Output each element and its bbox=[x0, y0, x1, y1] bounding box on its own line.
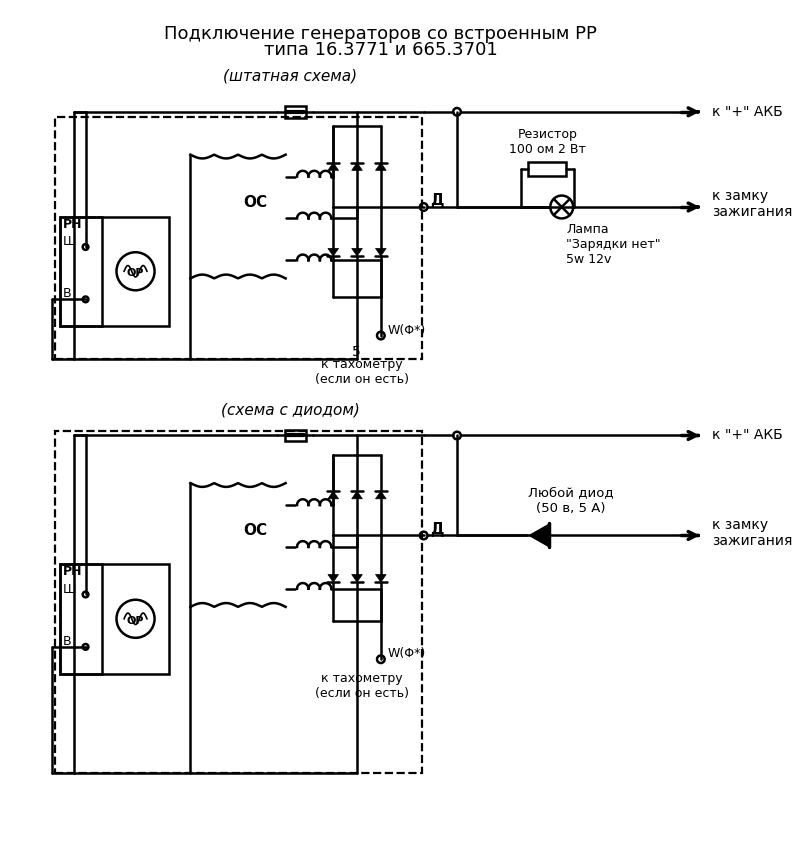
Bar bbox=[529, 163, 566, 175]
Text: РН: РН bbox=[63, 565, 82, 579]
Bar bbox=[60, 216, 102, 326]
Text: Д: Д bbox=[430, 522, 444, 537]
Bar bbox=[55, 117, 422, 359]
Bar bbox=[60, 216, 170, 326]
Text: W(Φ*): W(Φ*) bbox=[387, 648, 426, 660]
Text: ОС: ОС bbox=[242, 195, 267, 210]
Polygon shape bbox=[328, 491, 338, 499]
Polygon shape bbox=[328, 574, 338, 582]
Polygon shape bbox=[375, 491, 386, 499]
Polygon shape bbox=[375, 574, 386, 582]
Text: (схема с диодом): (схема с диодом) bbox=[221, 403, 360, 417]
Polygon shape bbox=[375, 163, 386, 170]
Text: к "+" АКБ: к "+" АКБ bbox=[712, 429, 783, 443]
Text: к замку
зажигания: к замку зажигания bbox=[712, 517, 793, 548]
Polygon shape bbox=[328, 163, 338, 170]
Text: ОС: ОС bbox=[242, 523, 267, 539]
Polygon shape bbox=[352, 491, 362, 499]
Text: Любой диод
(50 в, 5 А): Любой диод (50 в, 5 А) bbox=[529, 487, 614, 515]
Text: (штатная схема): (штатная схема) bbox=[223, 68, 358, 83]
Text: В: В bbox=[63, 635, 71, 648]
Text: к тахометру
(если он есть): к тахометру (если он есть) bbox=[314, 672, 409, 700]
Text: W(Φ*): W(Φ*) bbox=[387, 323, 426, 337]
Bar bbox=[55, 431, 422, 774]
Text: В: В bbox=[63, 288, 71, 300]
Bar bbox=[60, 564, 102, 673]
Text: ОР: ОР bbox=[126, 615, 144, 625]
Polygon shape bbox=[352, 574, 362, 582]
Text: РН: РН bbox=[63, 218, 82, 231]
Text: Подключение генераторов со встроенным РР: Подключение генераторов со встроенным РР bbox=[164, 25, 598, 43]
Text: к тахометру
(если он есть): к тахометру (если он есть) bbox=[314, 358, 409, 386]
Bar bbox=[60, 564, 170, 673]
Text: Ш: Ш bbox=[63, 235, 76, 248]
Text: к "+" АКБ: к "+" АКБ bbox=[712, 105, 783, 119]
Text: ОР: ОР bbox=[126, 268, 144, 278]
Text: Ш: Ш bbox=[63, 583, 76, 596]
Polygon shape bbox=[328, 248, 338, 256]
Text: Лампа
"Зарядки нет"
5w 12v: Лампа "Зарядки нет" 5w 12v bbox=[566, 223, 661, 266]
Text: к замку
зажигания: к замку зажигания bbox=[712, 189, 793, 220]
Bar bbox=[285, 106, 306, 117]
Bar bbox=[285, 430, 306, 441]
Polygon shape bbox=[352, 248, 362, 256]
Text: Д: Д bbox=[430, 193, 444, 208]
Polygon shape bbox=[530, 524, 550, 547]
Polygon shape bbox=[375, 248, 386, 256]
Text: типа 16.3771 и 665.3701: типа 16.3771 и 665.3701 bbox=[264, 41, 498, 59]
Polygon shape bbox=[352, 163, 362, 170]
Text: Резистор
100 ом 2 Вт: Резистор 100 ом 2 Вт bbox=[509, 128, 586, 156]
Text: 5: 5 bbox=[352, 346, 361, 359]
